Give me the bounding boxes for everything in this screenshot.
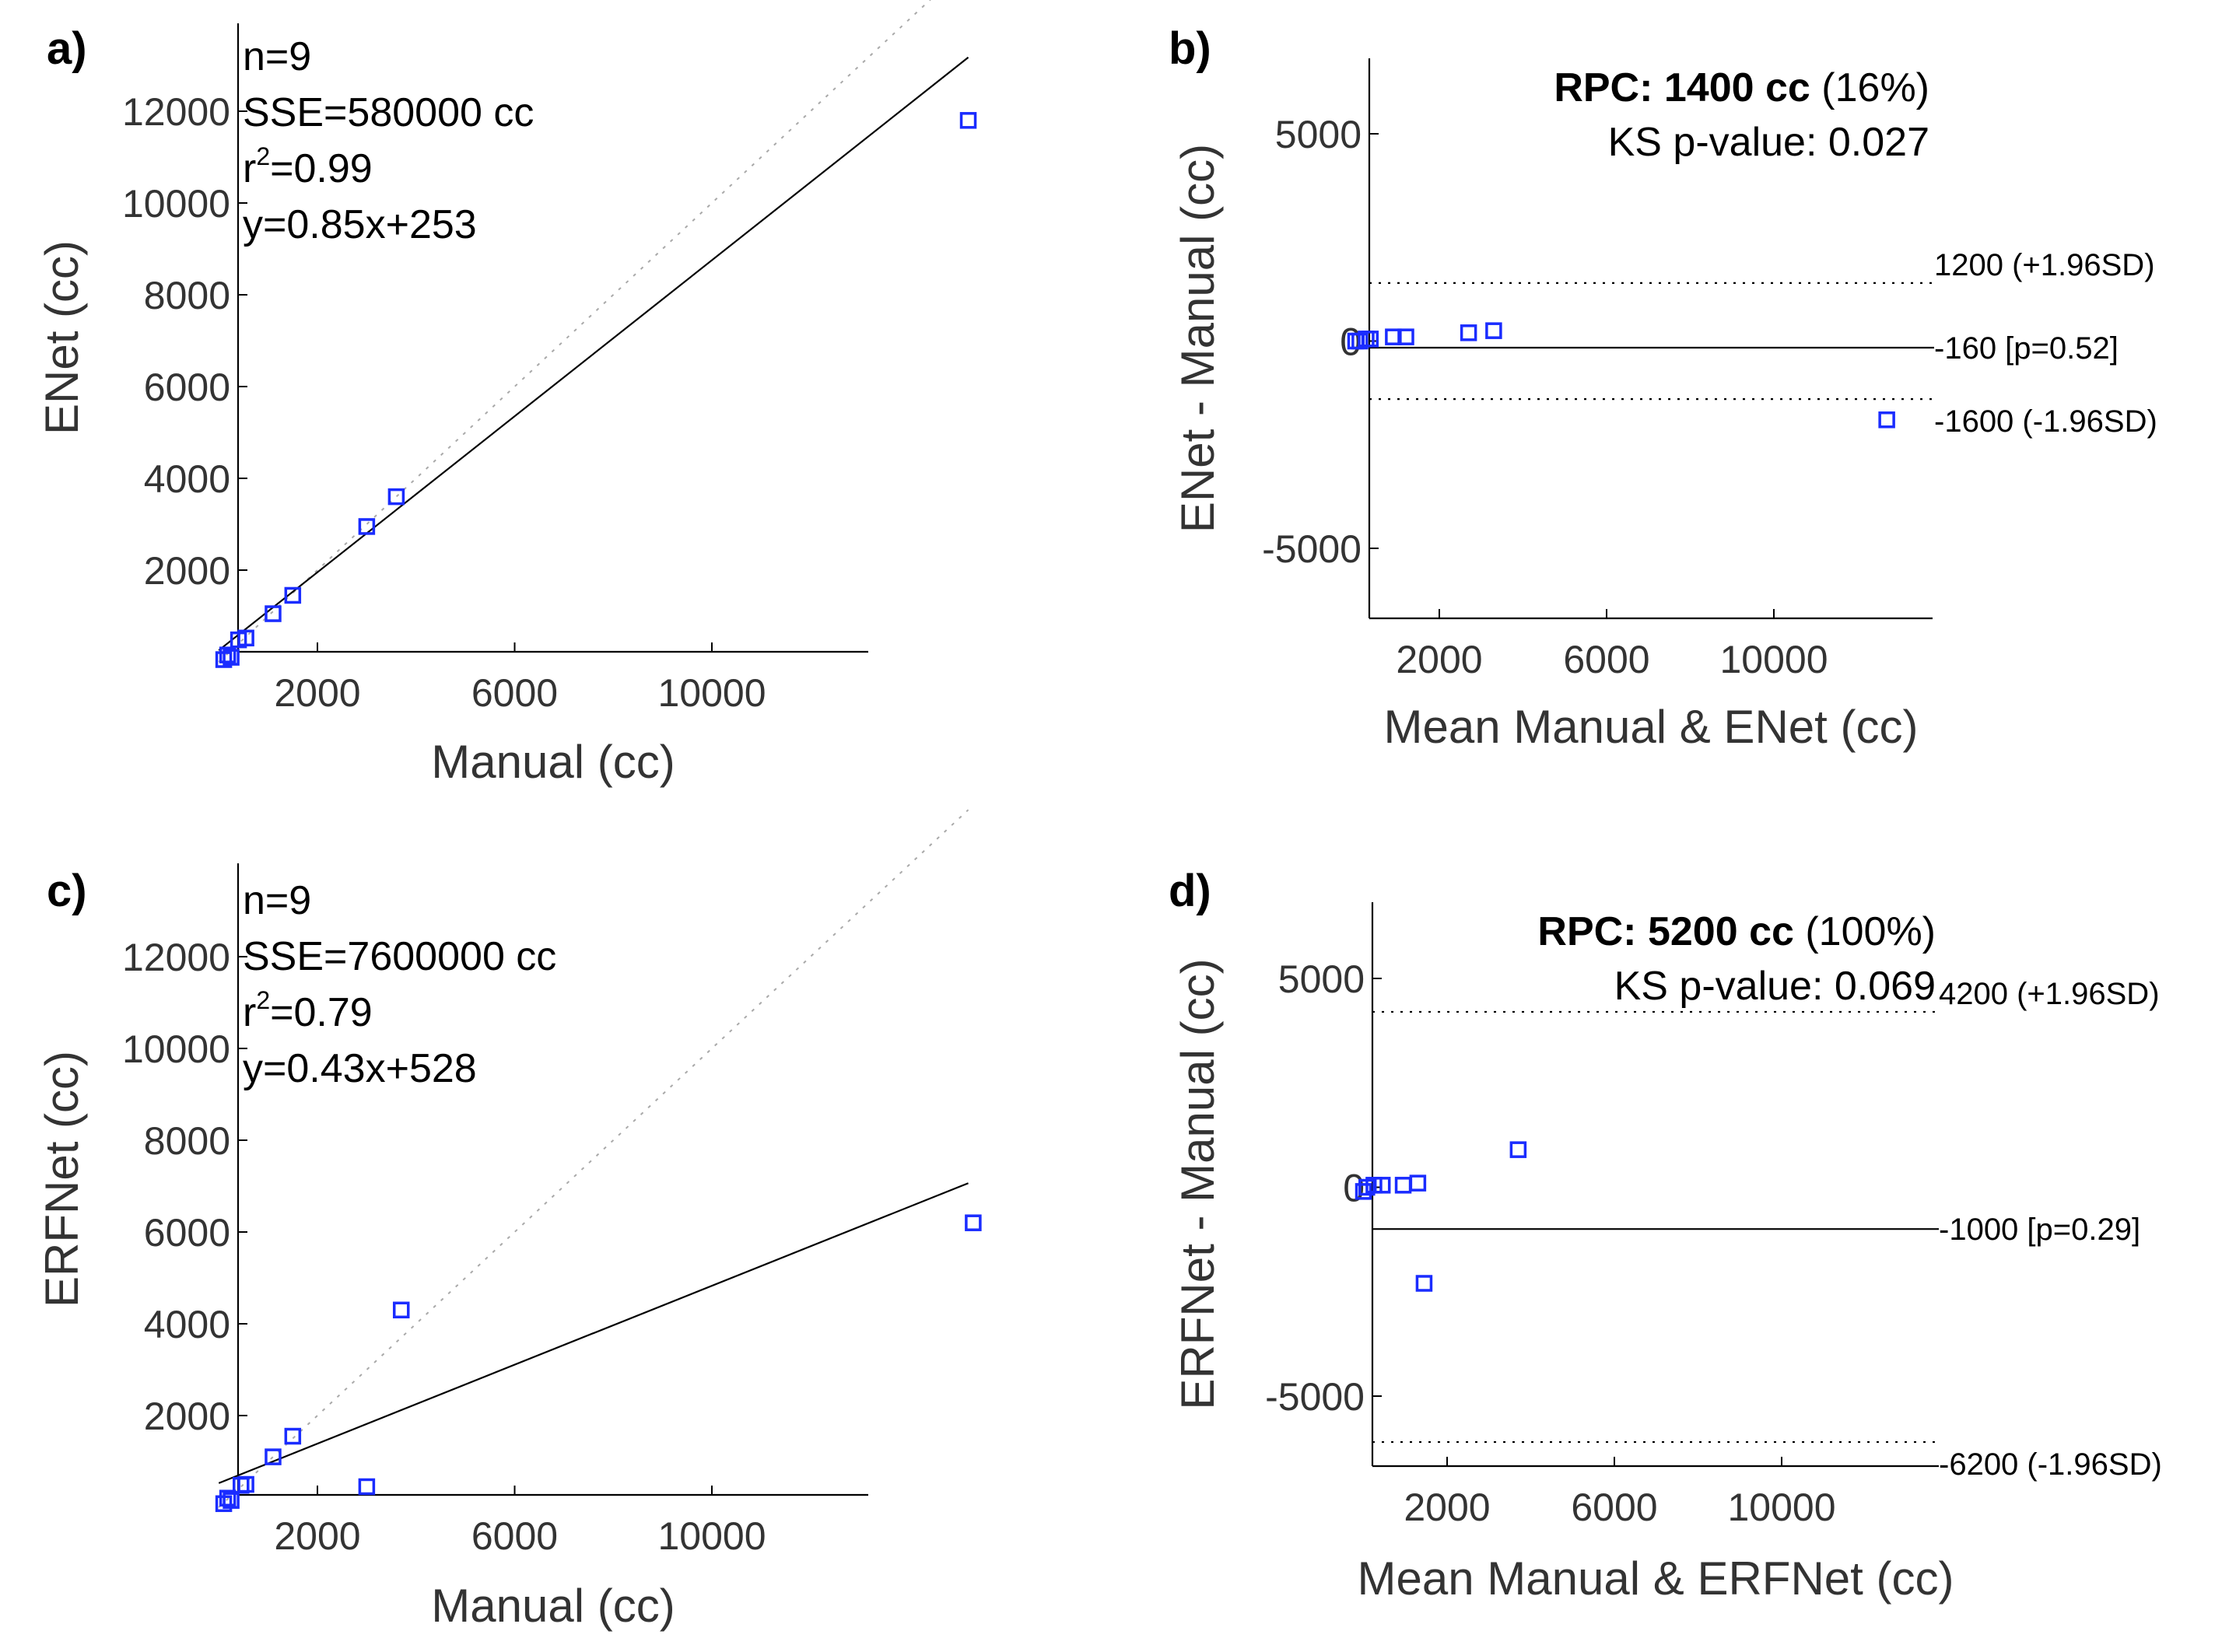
data-point: [219, 1489, 237, 1507]
panel-c: c) 2000 4000 6000 8000 10000 12000 2000 6000 1000…: [36, 809, 982, 1632]
panel-label: c): [47, 866, 87, 916]
x-tick-label: 2000: [274, 1514, 360, 1558]
x-tick-label: 6000: [1563, 638, 1649, 681]
rpc-text: RPC: 1400 cc (16%): [1554, 65, 1929, 110]
y-axis-title: ENet - Manual (cc): [1172, 144, 1224, 533]
x-tick-label: 10000: [1727, 1486, 1835, 1529]
x-axis-title: Mean Manual & ERFNet (cc): [1358, 1552, 1954, 1605]
data-point: [219, 646, 237, 663]
upper-limit-label: 4200 (+1.96SD): [1939, 977, 2160, 1011]
panel-label: a): [47, 23, 87, 74]
panel-label: d): [1169, 866, 1211, 916]
data-point: [1362, 331, 1379, 348]
data-point: [392, 1301, 410, 1319]
stat-r2: r2=0.79: [243, 986, 373, 1035]
data-point: [265, 605, 282, 622]
mean-difference-label: -160 [p=0.52]: [1934, 331, 2119, 366]
y-axis-title: ERFNet - Manual (cc): [1172, 958, 1224, 1409]
x-tick-label: 6000: [471, 1514, 558, 1558]
data-point: [265, 1448, 282, 1465]
ks-pvalue-text: KS p-value: 0.027: [1608, 120, 1929, 165]
x-tick-label: 2000: [274, 671, 360, 715]
lower-limit-label: -1600 (-1.96SD): [1934, 404, 2157, 439]
x-axis-title: Mean Manual & ENet (cc): [1384, 701, 1919, 753]
y-axis-title: ENet (cc): [36, 240, 88, 435]
data-point: [1509, 1141, 1527, 1158]
data-point: [237, 629, 254, 647]
y-tick-label: 12000: [122, 90, 230, 134]
data-point: [1485, 322, 1502, 339]
data-point: [1373, 1177, 1391, 1194]
y-tick-label: 5000: [1278, 957, 1365, 1001]
ks-pvalue-text: KS p-value: 0.069: [1614, 964, 1936, 1009]
y-tick-label: 8000: [144, 1119, 230, 1163]
y-tick-label: 6000: [144, 1211, 230, 1255]
data-point: [1878, 411, 1895, 429]
stat-sse: SSE=580000 cc: [243, 90, 534, 135]
y-tick-label: 2000: [144, 549, 230, 593]
x-tick-label: 10000: [1719, 638, 1828, 681]
data-point: [965, 1214, 982, 1231]
x-tick-label: 6000: [1571, 1486, 1657, 1529]
data-point: [223, 649, 240, 666]
identity-line: [218, 809, 969, 1508]
x-tick-label: 2000: [1404, 1486, 1490, 1529]
stat-r2: r2=0.99: [243, 142, 373, 191]
data-point: [237, 1475, 254, 1493]
y-tick-label: 0: [1343, 1167, 1365, 1210]
data-point: [358, 518, 376, 535]
y-tick-label: 10000: [122, 1027, 230, 1071]
x-tick-label: 10000: [657, 671, 766, 715]
panel-label: b): [1169, 23, 1211, 74]
y-tick-label: 4000: [144, 457, 230, 501]
stat-sse: SSE=7600000 cc: [243, 934, 556, 979]
y-tick-label: 8000: [144, 274, 230, 317]
x-tick-label: 2000: [1396, 638, 1482, 681]
x-tick-label: 10000: [657, 1514, 766, 1558]
mean-difference-label: -1000 [p=0.29]: [1939, 1213, 2140, 1247]
panel-d: d) 5000 0 -5000 2000 6000 10000 Mean Manual & E…: [1169, 866, 2162, 1605]
lower-limit-label: -6200 (-1.96SD): [1939, 1447, 2162, 1482]
stat-fit-equation: y=0.43x+528: [243, 1046, 477, 1091]
y-axis-title: ERFNet (cc): [36, 1051, 88, 1307]
data-point: [1409, 1174, 1427, 1192]
y-tick-label: 2000: [144, 1395, 230, 1438]
data-point: [223, 1492, 240, 1509]
rpc-text: RPC: 5200 cc (100%): [1537, 909, 1936, 954]
y-tick-label: 12000: [122, 936, 230, 979]
y-tick-label: 4000: [144, 1303, 230, 1346]
data-point: [1415, 1275, 1433, 1292]
x-axis-title: Manual (cc): [431, 1580, 675, 1632]
x-axis-title: Manual (cc): [431, 736, 675, 788]
panel-a: a) 2000 4000 6000 8000 10000 12000 2000 6000 1000…: [36, 0, 977, 788]
fit-line: [218, 1182, 969, 1484]
data-point: [387, 488, 405, 506]
fit-line: [218, 56, 969, 651]
data-point: [959, 112, 977, 129]
x-tick-label: 6000: [471, 671, 558, 715]
data-point: [358, 1478, 376, 1496]
data-point: [1460, 324, 1477, 341]
data-point: [1394, 1177, 1412, 1194]
stat-n: n=9: [243, 878, 311, 923]
data-point: [1397, 328, 1414, 345]
data-point: [284, 586, 302, 604]
upper-limit-label: 1200 (+1.96SD): [1934, 248, 2155, 282]
data-point: [284, 1427, 302, 1445]
y-tick-label: 6000: [144, 366, 230, 409]
y-tick-label: 5000: [1275, 113, 1362, 156]
data-point: [1385, 328, 1402, 345]
stat-n: n=9: [243, 34, 311, 79]
y-tick-label: 10000: [122, 182, 230, 226]
y-tick-label: -5000: [1262, 527, 1362, 571]
y-tick-label: -5000: [1265, 1375, 1365, 1419]
stat-fit-equation: y=0.85x+253: [243, 202, 477, 247]
